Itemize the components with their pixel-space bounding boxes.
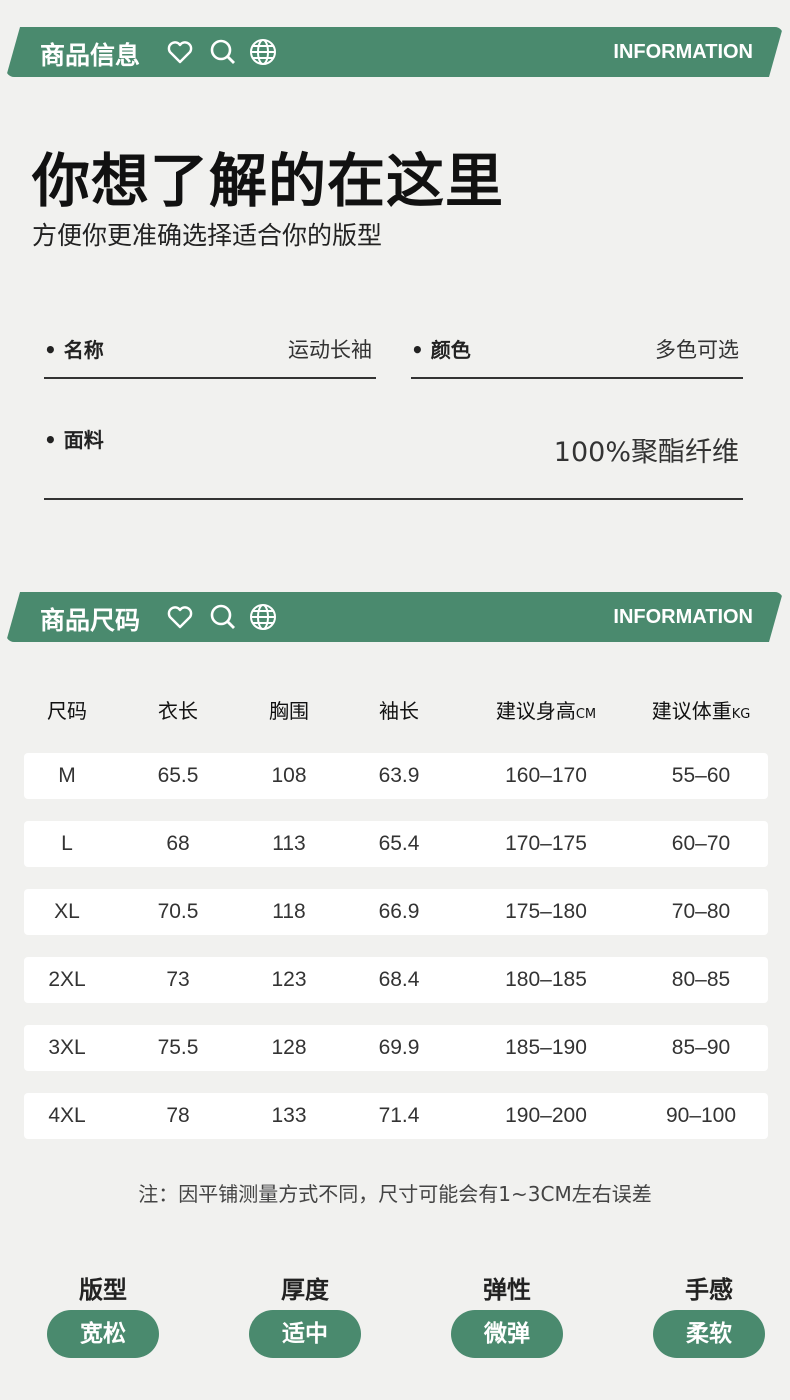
table-cell: 69.9 — [378, 1036, 420, 1059]
section-header-size: 商品尺码 INFORMATION — [6, 592, 783, 642]
section-en-label: INFORMATION — [613, 606, 753, 628]
globe-icon — [249, 603, 277, 631]
attribute-value-pill: 柔软 — [653, 1310, 765, 1358]
field-value: 多色可选 — [655, 338, 739, 362]
attribute-value-pill: 微弹 — [451, 1310, 563, 1358]
table-row — [24, 753, 768, 799]
attribute-label: 弹性 — [483, 1276, 531, 1304]
field-value: 运动长袖 — [288, 338, 372, 362]
table-cell: 73 — [166, 968, 190, 991]
heart-icon — [166, 603, 194, 631]
table-cell: 80–85 — [671, 968, 731, 991]
subtitle: 方便你更准确选择适合你的版型 — [32, 221, 383, 250]
table-cell: 160–170 — [505, 764, 587, 787]
table-cell: 133 — [271, 1104, 307, 1127]
attribute-value-pill: 宽松 — [47, 1310, 159, 1358]
field-fabric: • 面料 100%聚酯纤维 — [44, 424, 743, 500]
table-row — [24, 957, 768, 1003]
field-label: • 颜色 — [411, 338, 471, 362]
table-cell: 90–100 — [665, 1104, 737, 1127]
table-row — [24, 821, 768, 867]
table-cell: 2XL — [48, 968, 86, 991]
table-cell: 75.5 — [157, 1036, 199, 1059]
table-cell: 68.4 — [378, 968, 420, 991]
table-cell: 66.9 — [378, 900, 420, 923]
table-cell: 113 — [272, 832, 306, 855]
table-cell: XL — [54, 900, 80, 923]
search-icon — [209, 603, 237, 631]
section-en-label: INFORMATION — [613, 41, 753, 63]
table-cell: 190–200 — [505, 1104, 587, 1127]
attribute-label: 手感 — [685, 1276, 733, 1304]
table-cell: 123 — [271, 968, 307, 991]
table-cell: 180–185 — [505, 968, 587, 991]
field-value: 100%聚酯纤维 — [553, 437, 739, 468]
table-cell: 71.4 — [378, 1104, 420, 1127]
section-title: 商品尺码 — [40, 606, 141, 635]
table-cell: 85–90 — [671, 1036, 731, 1059]
heart-icon — [166, 38, 194, 66]
field-name: • 名称 运动长袖 — [44, 334, 376, 379]
table-cell: 3XL — [48, 1036, 86, 1059]
search-icon — [209, 38, 237, 66]
section-header-info: 商品信息 INFORMATION — [6, 27, 783, 77]
table-cell: 65.5 — [157, 764, 199, 787]
table-row — [24, 889, 768, 935]
attribute-value-pill: 适中 — [249, 1310, 361, 1358]
table-cell: 70.5 — [157, 900, 199, 923]
field-label: • 面料 — [44, 428, 104, 452]
column-header: 衣长 — [158, 699, 198, 723]
section-title: 商品信息 — [40, 41, 141, 70]
table-row — [24, 1093, 768, 1139]
column-header: 建议体重KG — [651, 699, 751, 723]
table-cell: 170–175 — [505, 832, 587, 855]
table-cell: 4XL — [48, 1104, 86, 1127]
headline: 你想了解的在这里 — [32, 147, 505, 215]
table-cell: 185–190 — [505, 1036, 587, 1059]
table-cell: 175–180 — [505, 900, 587, 923]
attribute-label: 厚度 — [281, 1276, 329, 1304]
table-cell: M — [58, 764, 76, 787]
column-header: 尺码 — [47, 699, 87, 723]
attribute-label: 版型 — [79, 1276, 127, 1304]
column-header: 胸围 — [269, 699, 309, 723]
field-color: • 颜色 多色可选 — [411, 334, 743, 379]
table-cell: 128 — [271, 1036, 307, 1059]
field-label: • 名称 — [44, 338, 104, 362]
table-cell: 65.4 — [378, 832, 420, 855]
table-cell: 68 — [166, 832, 190, 855]
column-header: 建议身高CM — [495, 699, 597, 723]
table-row — [24, 1025, 768, 1071]
size-note: 注：因平铺测量方式不同，尺寸可能会有1~3CM左右误差 — [138, 1182, 652, 1206]
table-cell: 118 — [272, 900, 306, 923]
table-cell: 78 — [166, 1104, 190, 1127]
table-cell: 55–60 — [671, 764, 731, 787]
table-cell: 70–80 — [671, 900, 731, 923]
table-cell: L — [61, 832, 73, 855]
globe-icon — [249, 38, 277, 66]
table-cell: 108 — [271, 764, 307, 787]
column-header: 袖长 — [379, 699, 419, 723]
table-cell: 60–70 — [671, 832, 731, 855]
table-cell: 63.9 — [378, 764, 420, 787]
